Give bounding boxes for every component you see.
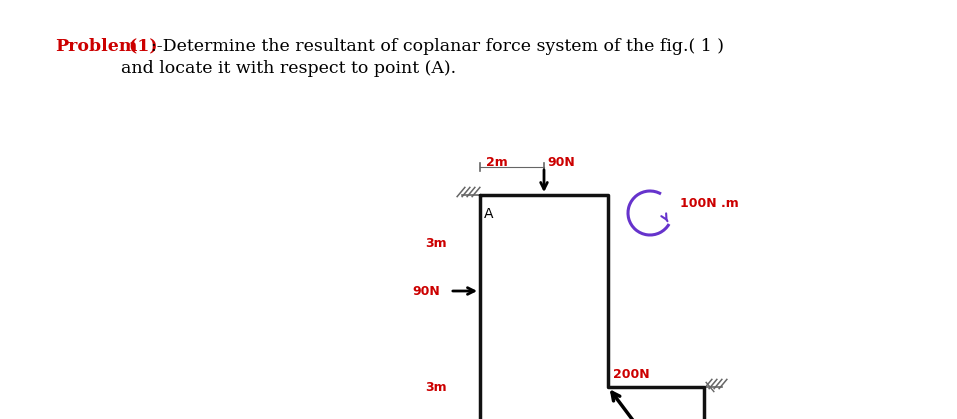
Text: 200N: 200N xyxy=(613,368,650,381)
Text: :-Determine the resultant of coplanar force system of the fig.( 1 ): :-Determine the resultant of coplanar fo… xyxy=(151,38,724,55)
Text: 90N: 90N xyxy=(412,285,440,297)
Text: 90N: 90N xyxy=(547,156,575,169)
Text: 3m: 3m xyxy=(425,380,447,393)
Text: A: A xyxy=(484,207,494,221)
Text: 3m: 3m xyxy=(425,236,447,249)
Text: Problem: Problem xyxy=(55,38,138,55)
Text: 100N .m: 100N .m xyxy=(680,197,739,210)
Text: (1): (1) xyxy=(123,38,158,55)
Text: 2m: 2m xyxy=(486,156,508,169)
Text: and locate it with respect to point (A).: and locate it with respect to point (A). xyxy=(121,60,456,77)
